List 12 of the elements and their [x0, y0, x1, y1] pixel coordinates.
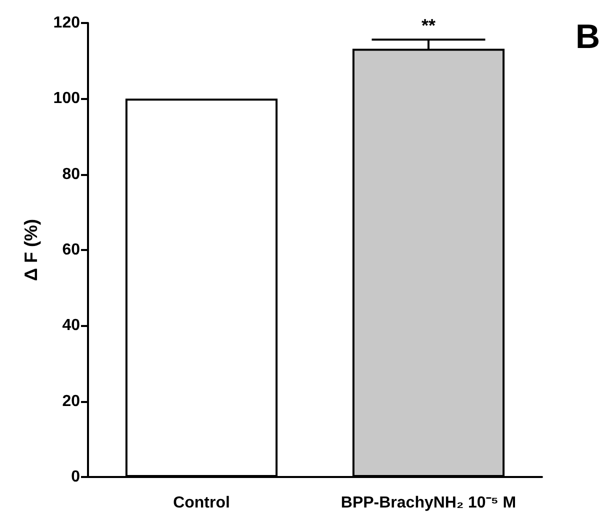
- x-tick-label: BPP-BrachyNH₂ 10⁻⁵ M: [340, 494, 516, 512]
- y-tick-label: 0: [71, 468, 80, 486]
- y-tick-label: 40: [62, 317, 80, 334]
- y-tick-label: 120: [53, 14, 80, 32]
- text: B: [575, 18, 600, 56]
- y-tick-label: 100: [53, 90, 80, 108]
- y-tick-label: 20: [62, 392, 80, 410]
- y-tick-label: 80: [62, 166, 80, 183]
- annotation: **: [421, 16, 436, 36]
- x-tick-label: Control: [173, 494, 230, 512]
- y-tick-label: 60: [62, 242, 80, 258]
- y-axis-title: Δ F (%): [21, 219, 41, 281]
